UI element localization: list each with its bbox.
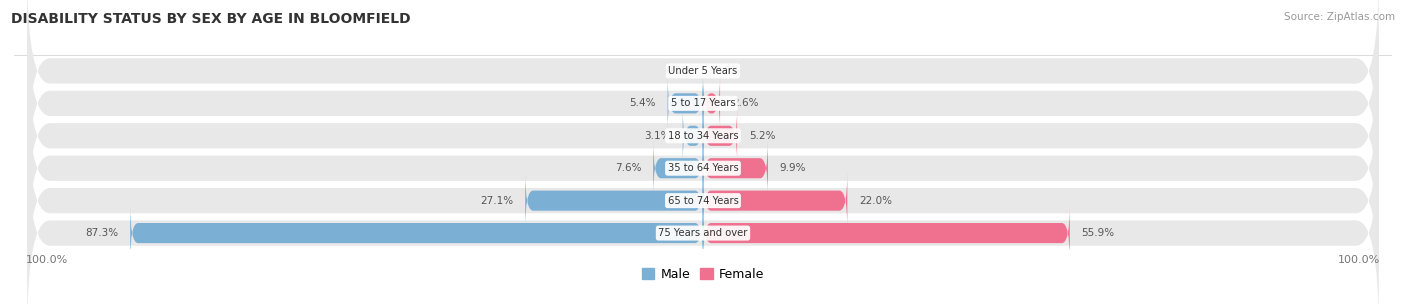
Text: 35 to 64 Years: 35 to 64 Years xyxy=(668,163,738,173)
Text: 7.6%: 7.6% xyxy=(614,163,641,173)
FancyBboxPatch shape xyxy=(27,0,1379,172)
FancyBboxPatch shape xyxy=(27,67,1379,269)
Text: 2.6%: 2.6% xyxy=(733,98,758,108)
Legend: Male, Female: Male, Female xyxy=(637,263,769,286)
Text: 5.2%: 5.2% xyxy=(749,131,776,141)
Text: 65 to 74 Years: 65 to 74 Years xyxy=(668,196,738,206)
Text: 75 Years and over: 75 Years and over xyxy=(658,228,748,238)
FancyBboxPatch shape xyxy=(131,204,703,262)
Text: Under 5 Years: Under 5 Years xyxy=(668,66,738,76)
FancyBboxPatch shape xyxy=(27,35,1379,237)
Text: 55.9%: 55.9% xyxy=(1081,228,1115,238)
FancyBboxPatch shape xyxy=(703,204,1070,262)
Text: 18 to 34 Years: 18 to 34 Years xyxy=(668,131,738,141)
Text: DISABILITY STATUS BY SEX BY AGE IN BLOOMFIELD: DISABILITY STATUS BY SEX BY AGE IN BLOOM… xyxy=(11,12,411,26)
Text: 0.0%: 0.0% xyxy=(665,66,692,76)
Text: Source: ZipAtlas.com: Source: ZipAtlas.com xyxy=(1284,12,1395,22)
FancyBboxPatch shape xyxy=(703,74,720,132)
Text: 3.1%: 3.1% xyxy=(644,131,671,141)
Text: 5.4%: 5.4% xyxy=(630,98,655,108)
FancyBboxPatch shape xyxy=(703,107,737,165)
Text: 5 to 17 Years: 5 to 17 Years xyxy=(671,98,735,108)
FancyBboxPatch shape xyxy=(27,100,1379,302)
Text: 27.1%: 27.1% xyxy=(481,196,513,206)
FancyBboxPatch shape xyxy=(703,172,848,230)
FancyBboxPatch shape xyxy=(526,172,703,230)
FancyBboxPatch shape xyxy=(683,107,703,165)
FancyBboxPatch shape xyxy=(27,132,1379,304)
Text: 9.9%: 9.9% xyxy=(780,163,806,173)
Text: 87.3%: 87.3% xyxy=(86,228,118,238)
FancyBboxPatch shape xyxy=(703,139,768,197)
FancyBboxPatch shape xyxy=(654,139,703,197)
FancyBboxPatch shape xyxy=(27,2,1379,204)
Text: 0.0%: 0.0% xyxy=(714,66,741,76)
FancyBboxPatch shape xyxy=(668,74,703,132)
Text: 22.0%: 22.0% xyxy=(859,196,893,206)
